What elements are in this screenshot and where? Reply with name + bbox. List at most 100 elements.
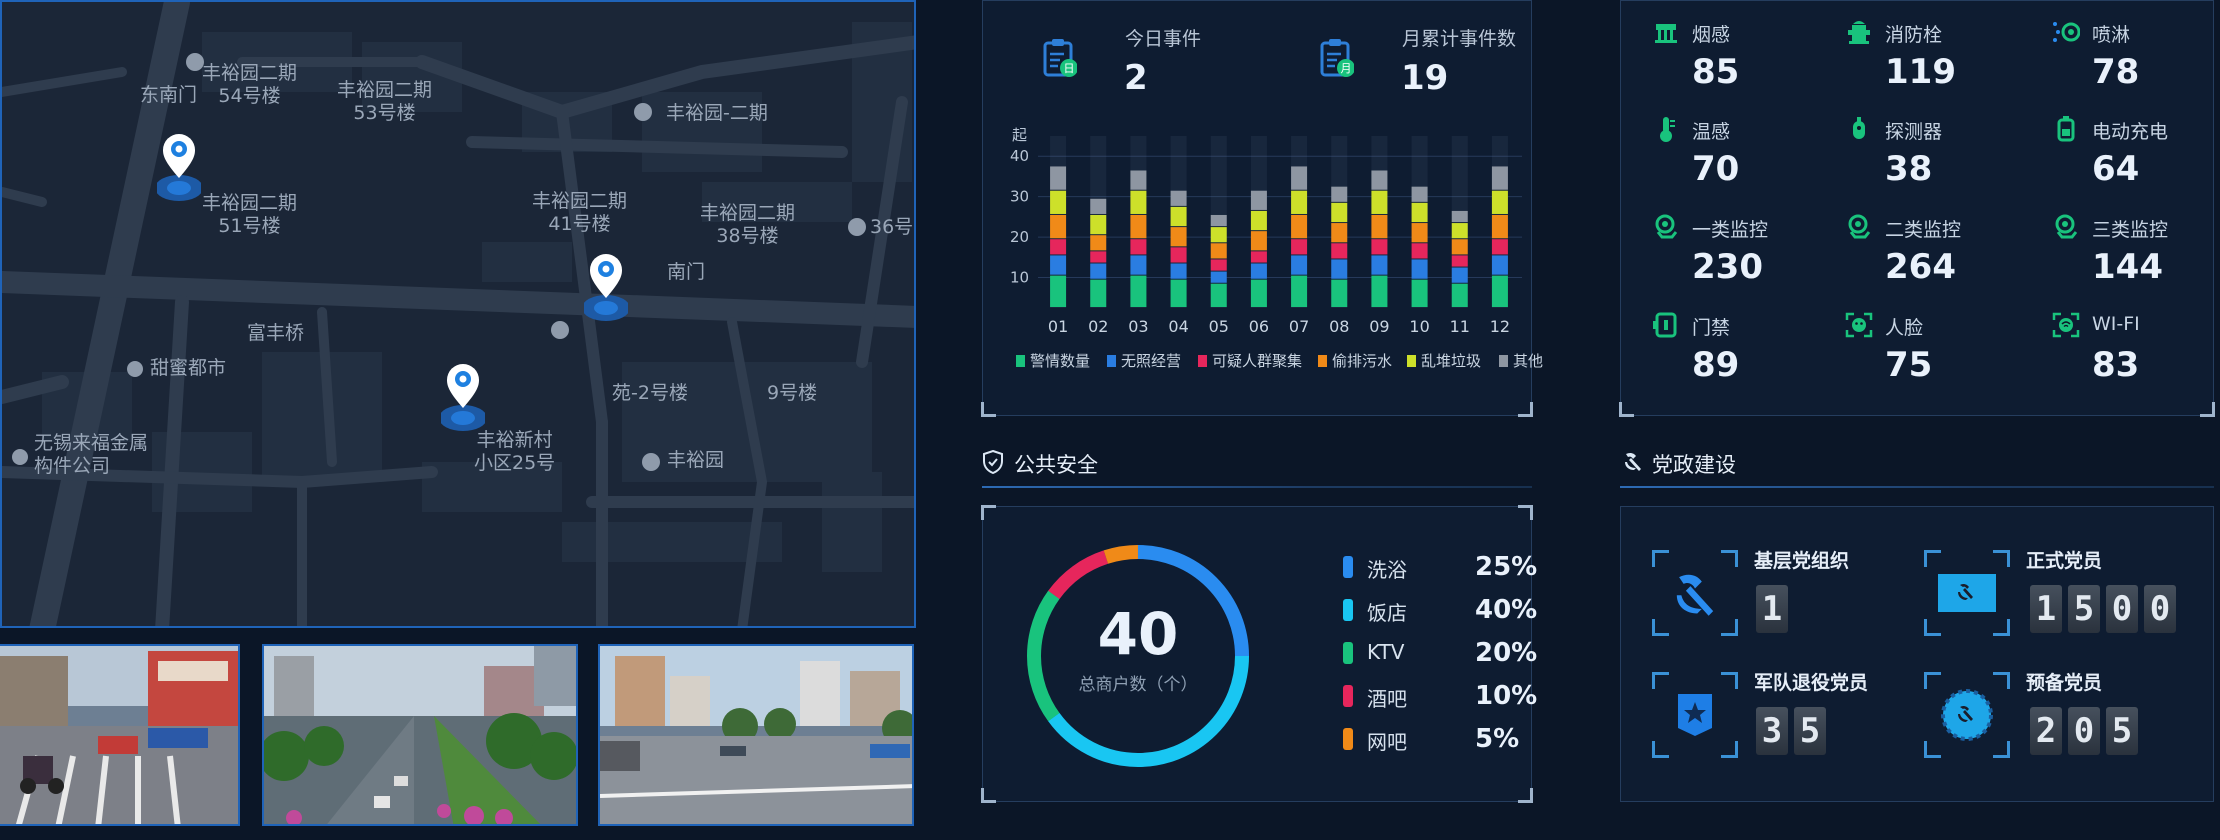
map-label: 9号楼 (767, 382, 818, 404)
sensor-charger[interactable]: 电动充电 64 (2052, 115, 2220, 205)
map-label: 东南门 (140, 84, 198, 106)
bar-segment (1050, 214, 1067, 239)
camera-feed-3[interactable] (598, 644, 914, 826)
public-safety-panel (981, 505, 1533, 803)
wifi-icon (2052, 312, 2080, 338)
sensor-face[interactable]: 人脸 75 (1845, 311, 2025, 401)
sensor-hydrant[interactable]: 消防栓 119 (1845, 18, 2025, 108)
panel-corner (1518, 505, 1533, 520)
sensor-thermometer[interactable]: 温感 70 (1652, 115, 1832, 205)
bar-segment (1411, 186, 1428, 202)
camera-icon (1655, 214, 1678, 239)
bar-segment (1090, 263, 1107, 279)
bar-segment (1210, 214, 1227, 227)
legend-swatch (1198, 355, 1207, 367)
panel-corner (981, 402, 996, 417)
bar-segment (1210, 259, 1227, 271)
bar-segment (1090, 279, 1107, 307)
bar-segment (1090, 198, 1107, 214)
digit-cell: 0 (2068, 707, 2100, 755)
hydrant-icon (1848, 21, 1870, 44)
bar-segment (1291, 275, 1308, 307)
sensor-value: 75 (1885, 345, 1933, 385)
sensor-detector[interactable]: 探测器 38 (1845, 115, 2025, 205)
bar-segment (1210, 283, 1227, 307)
location-pin-icon[interactable] (157, 130, 201, 210)
y-tick-label: 10 (1010, 269, 1029, 287)
y-tick-label: 20 (1010, 228, 1029, 246)
bar-segment (1250, 263, 1267, 279)
merchant-type-row: KTV 20% (1343, 638, 1537, 668)
bar-segment (1451, 210, 1468, 223)
x-tick-label: 12 (1490, 317, 1510, 336)
bar-segment (1491, 166, 1508, 190)
legend-item: 乱堆垃圾 (1407, 350, 1481, 371)
location-pin-icon[interactable] (441, 360, 485, 440)
party-org-frame (1652, 550, 1738, 636)
camera-feed-2[interactable] (262, 644, 578, 826)
sensor-value: 144 (2092, 247, 2163, 287)
sensor-smoke-sensor[interactable]: 烟感 85 (1652, 18, 1832, 108)
legend-label: 警情数量 (1030, 352, 1091, 370)
digit-cell: 5 (1794, 707, 1826, 755)
camera-feed-1[interactable] (0, 644, 240, 826)
sensor-camera[interactable]: 一类监控 230 (1652, 213, 1832, 303)
party-emblem-icon (1625, 452, 1641, 471)
legend-swatch (1407, 355, 1416, 367)
x-tick-label: 07 (1289, 317, 1309, 336)
bar-segment (1491, 275, 1508, 307)
digit-cell: 1 (2030, 585, 2062, 633)
sensor-access-control[interactable]: 门禁 89 (1652, 311, 1832, 401)
type-name: 饭店 (1367, 601, 1407, 625)
bar-segment (1170, 190, 1187, 206)
type-name: 网吧 (1367, 730, 1407, 754)
bar-segment (1170, 263, 1187, 279)
sensor-panel (1619, 0, 2215, 417)
bar-segment (1411, 243, 1428, 259)
bar-segment (1170, 206, 1187, 227)
sensor-value: 70 (1692, 149, 1740, 189)
map-roads (2, 2, 914, 626)
sensor-sprinkler[interactable]: 喷淋 78 (2052, 18, 2220, 108)
street-camera-image (0, 646, 238, 824)
map-label: 苑-2号楼 (612, 382, 688, 404)
legend-item: 警情数量 (1016, 350, 1090, 371)
merchant-type-row: 饭店 40% (1343, 595, 1537, 625)
location-pin-icon[interactable] (584, 250, 628, 330)
x-tick-label: 10 (1409, 317, 1429, 336)
bar-segment (1331, 259, 1348, 279)
sensor-value: 89 (1692, 345, 1740, 385)
bar-segment (1371, 275, 1388, 307)
veteran-member-label: 军队退役党员 (1754, 672, 1869, 694)
face-icon (1845, 312, 1873, 338)
map-label: 丰裕园二期 51号楼 (202, 192, 298, 237)
map-label: 丰裕园 (667, 449, 725, 471)
sensor-wifi[interactable]: WI-FI 83 (2052, 311, 2220, 401)
camera-icon (1848, 214, 1871, 239)
x-tick-label: 05 (1209, 317, 1229, 336)
bar-segment (1491, 239, 1508, 255)
legend-label: 无照经营 (1121, 352, 1182, 370)
map-label: 丰裕园二期 53号楼 (337, 79, 433, 124)
map-label: 甜蜜都市 (150, 357, 227, 379)
type-color-marker (1343, 599, 1353, 621)
sensor-name: 一类监控 (1692, 219, 1769, 241)
bar-segment (1250, 251, 1267, 263)
merchant-total-label: 总商户数（个） (1078, 675, 1198, 695)
map-view[interactable]: 丰裕园二期 54号楼 丰裕园二期 53号楼 东南门 丰裕园-二期 丰裕园二期 51号楼… (0, 0, 916, 628)
bar-segment (1050, 239, 1067, 255)
type-color-marker (1343, 728, 1353, 750)
sensor-camera[interactable]: 二类监控 264 (1845, 213, 2025, 303)
panel-corner (1518, 788, 1533, 803)
sensor-camera[interactable]: 三类监控 144 (2052, 213, 2220, 303)
thermometer-icon (1660, 117, 1675, 142)
smoke-sensor-icon (1655, 24, 1677, 43)
bar-segment (1411, 202, 1428, 223)
legend-item: 可疑人群聚集 (1198, 350, 1302, 371)
digit-cell: 5 (2106, 707, 2138, 755)
bar-segment (1170, 247, 1187, 263)
sensor-name: 烟感 (1692, 24, 1731, 46)
digit-cell: 5 (2068, 585, 2100, 633)
type-name: 酒吧 (1367, 687, 1407, 711)
party-badge-icon (1941, 689, 1993, 741)
